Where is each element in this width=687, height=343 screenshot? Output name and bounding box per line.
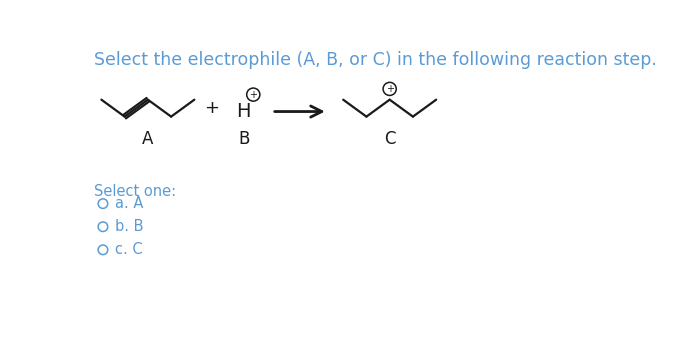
Text: +: + bbox=[385, 84, 394, 94]
Text: c. C: c. C bbox=[115, 243, 143, 257]
Text: b. B: b. B bbox=[115, 219, 144, 234]
Text: +: + bbox=[204, 99, 219, 117]
Text: +: + bbox=[249, 90, 257, 99]
Text: Select one:: Select one: bbox=[93, 184, 176, 199]
Text: Select the electrophile (A, B, or C) in the following reaction step.: Select the electrophile (A, B, or C) in … bbox=[93, 51, 657, 69]
Text: H: H bbox=[236, 102, 251, 121]
Text: a. A: a. A bbox=[115, 196, 144, 211]
Text: A: A bbox=[142, 130, 154, 149]
Text: B: B bbox=[238, 130, 249, 149]
Text: C: C bbox=[384, 130, 396, 149]
